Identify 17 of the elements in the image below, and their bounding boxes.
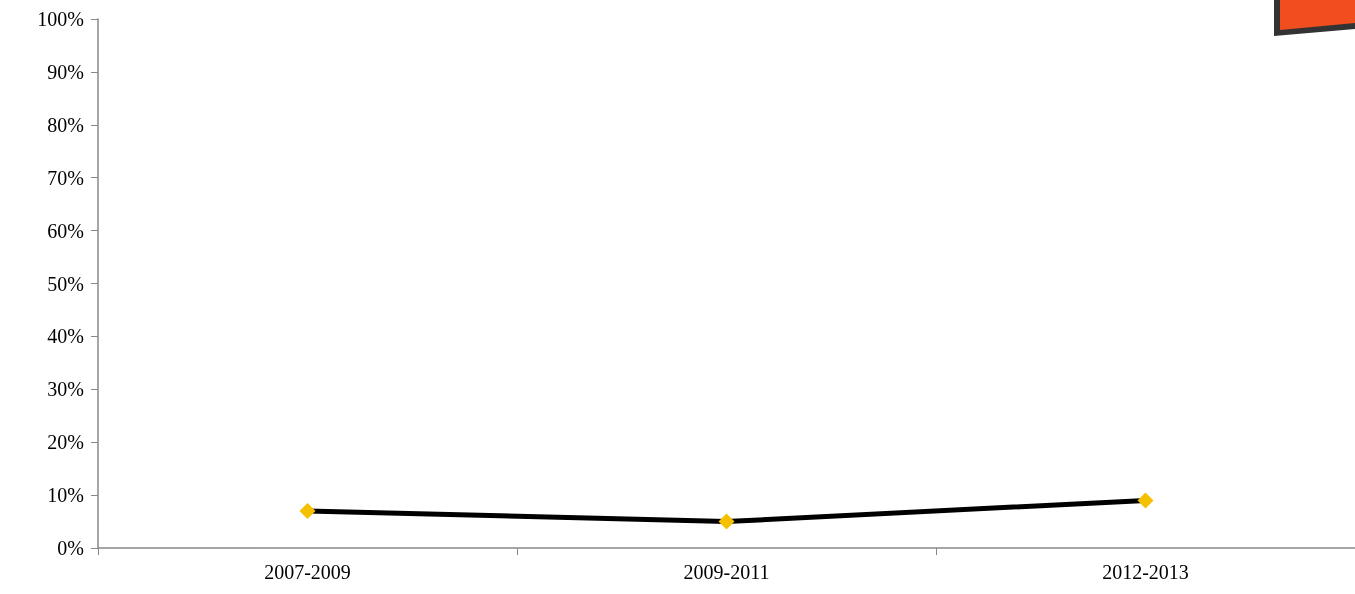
y-tick-label: 90% — [47, 60, 84, 83]
point — [299, 502, 316, 519]
x-tick-label: 2007-2009 — [264, 561, 351, 583]
y-tick-label: 80% — [47, 113, 84, 136]
y-tick-label: 70% — [47, 166, 84, 189]
y-tick-label: 20% — [47, 431, 84, 454]
y-tick-label: 10% — [47, 484, 84, 507]
y-tick-label: 50% — [47, 272, 84, 295]
point — [1137, 492, 1154, 509]
point — [718, 513, 735, 530]
x-tick-label: 2009-2011 — [683, 561, 770, 583]
y-tick-label: 30% — [47, 378, 84, 401]
y-tick-label: 60% — [47, 219, 84, 242]
x-tick-label: 2012-2013 — [1102, 561, 1189, 583]
y-tick-label: 0% — [57, 537, 84, 559]
y-tick-label: 40% — [47, 325, 84, 348]
y-tick-label: 100% — [37, 8, 84, 30]
